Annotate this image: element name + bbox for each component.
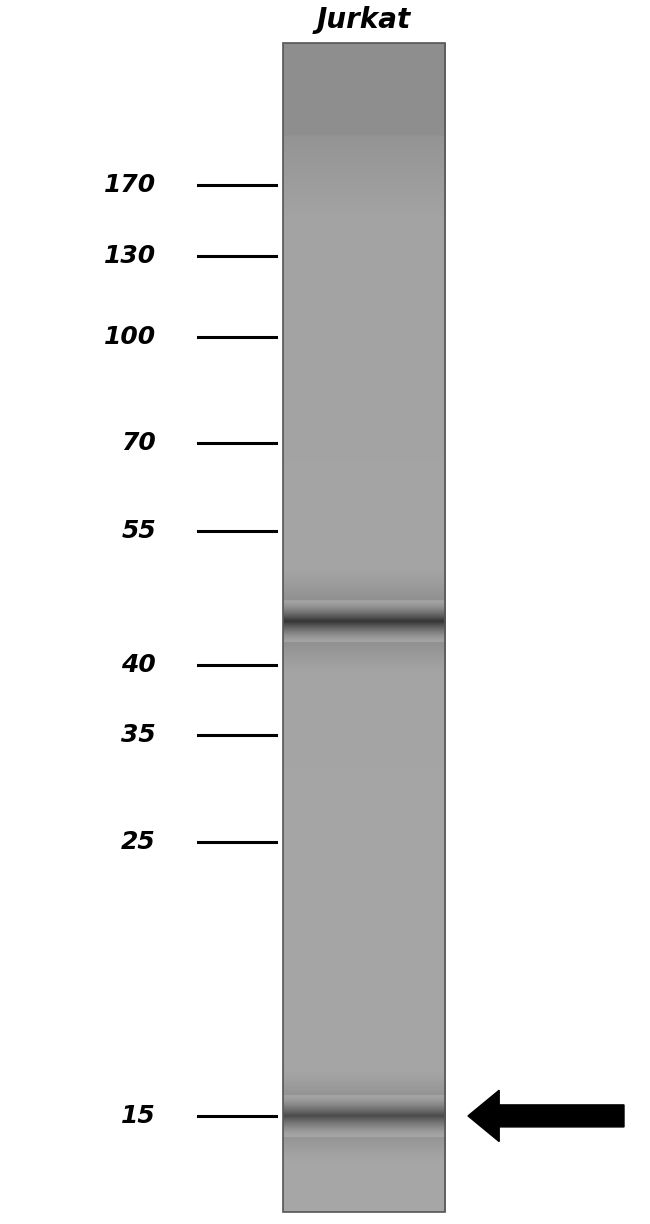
Text: 170: 170 bbox=[104, 174, 156, 197]
Text: 130: 130 bbox=[104, 244, 156, 268]
Text: 100: 100 bbox=[104, 326, 156, 349]
Text: 55: 55 bbox=[122, 519, 156, 543]
Bar bbox=[283, 43, 445, 1212]
Text: 70: 70 bbox=[122, 431, 156, 454]
Text: 25: 25 bbox=[122, 830, 156, 854]
Text: Jurkat: Jurkat bbox=[317, 6, 411, 34]
Text: 40: 40 bbox=[122, 652, 156, 677]
Text: 35: 35 bbox=[122, 723, 156, 747]
FancyArrow shape bbox=[468, 1091, 624, 1142]
Text: 15: 15 bbox=[122, 1104, 156, 1127]
